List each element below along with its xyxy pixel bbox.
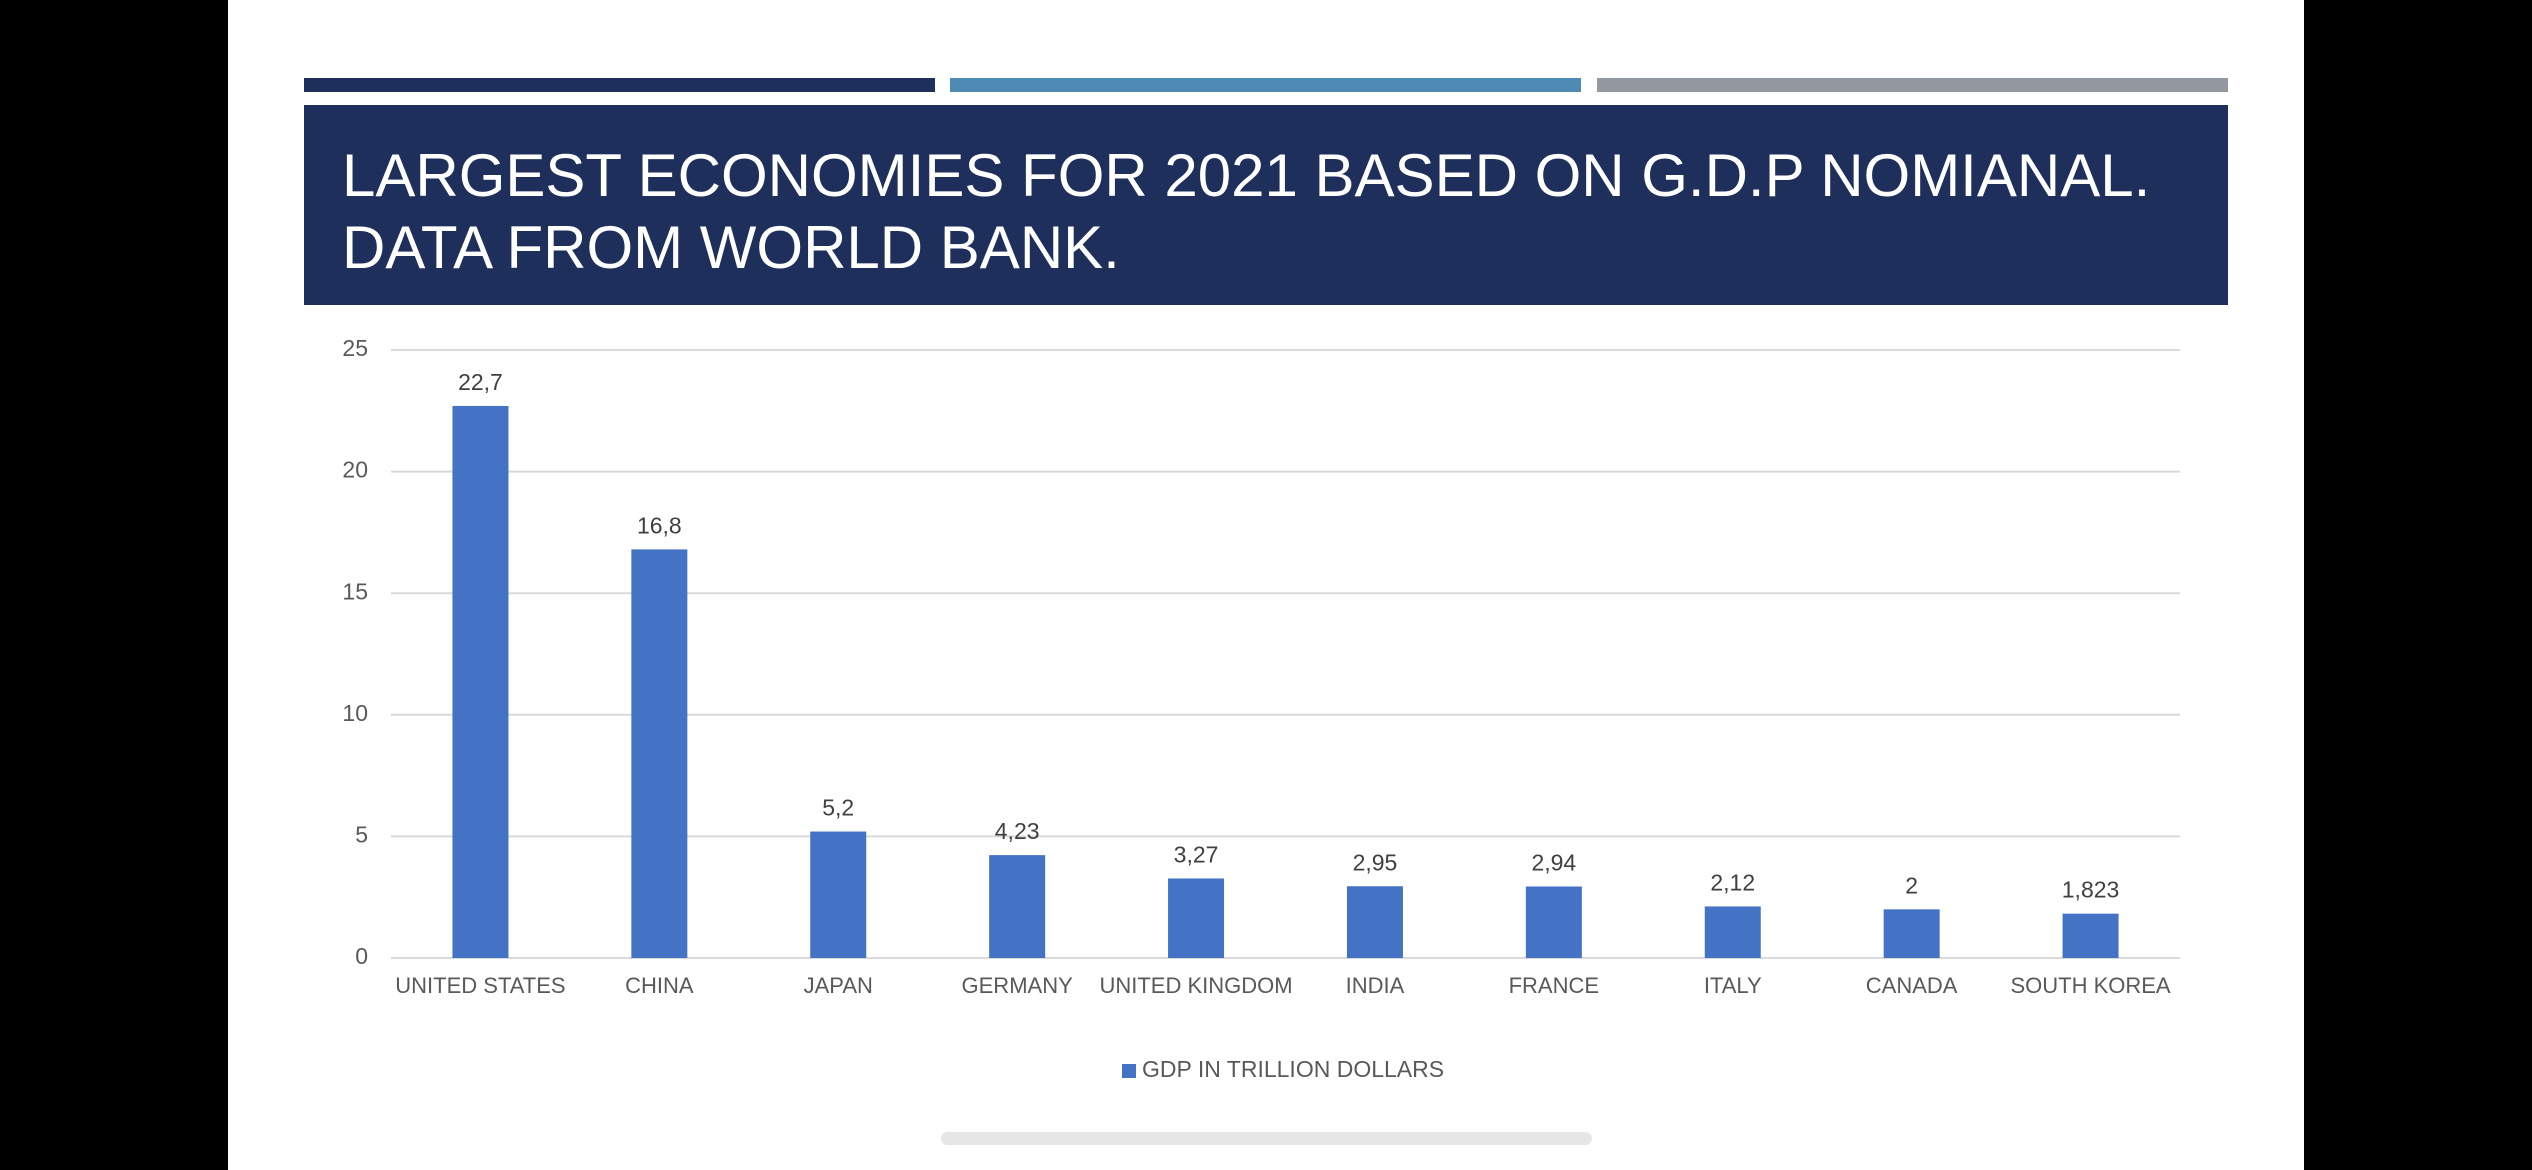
x-tick-label: UNITED STATES: [395, 973, 566, 998]
value-label: 5,2: [822, 795, 854, 821]
bar: [1346, 886, 1403, 958]
bar: [989, 855, 1046, 958]
bar: [1525, 886, 1582, 958]
value-label: 2,94: [1531, 850, 1576, 876]
y-tick-label: 5: [355, 821, 368, 847]
value-label: 2,95: [1353, 849, 1398, 875]
accent-stripe: [1597, 78, 2228, 92]
bar: [810, 831, 867, 958]
legend-swatch: [1122, 1064, 1136, 1078]
bar: [1168, 878, 1225, 958]
value-label: 16,8: [637, 513, 682, 539]
chart-title: DATA FROM WORLD BANK.: [342, 214, 1120, 281]
bar: [452, 405, 509, 958]
chart-title: LARGEST ECONOMIES FOR 2021 BASED ON G.D.…: [342, 142, 2151, 209]
x-tick-label: INDIA: [1345, 973, 1405, 998]
bar: [631, 549, 688, 958]
title-box: LARGEST ECONOMIES FOR 2021 BASED ON G.D.…: [304, 105, 2228, 305]
accent-stripe: [304, 78, 935, 92]
y-tick-label: 0: [355, 943, 368, 969]
bar: [1704, 906, 1761, 958]
x-tick-label: JAPAN: [803, 973, 873, 998]
accent-stripe: [950, 78, 1581, 92]
bar: [2062, 913, 2119, 958]
value-label: 2,12: [1710, 870, 1755, 896]
x-tick-label: FRANCE: [1508, 973, 1600, 998]
x-tick-label: CHINA: [625, 973, 694, 998]
x-tick-label: GERMANY: [961, 973, 1073, 998]
legend-label: GDP IN TRILLION DOLLARS: [1142, 1056, 1444, 1082]
x-tick-label: SOUTH KOREA: [2010, 973, 2171, 998]
scrollbar[interactable]: [941, 1132, 1592, 1145]
value-label: 22,7: [458, 369, 503, 395]
y-tick-label: 10: [342, 700, 368, 726]
y-tick-label: 25: [342, 335, 368, 361]
x-tick-label: ITALY: [1703, 973, 1762, 998]
x-tick-label: CANADA: [1865, 973, 1958, 998]
value-label: 1,823: [2062, 877, 2120, 903]
bar: [1883, 909, 1940, 958]
x-tick-label: UNITED KINGDOM: [1099, 973, 1293, 998]
y-tick-label: 15: [342, 578, 368, 604]
value-label: 2: [1905, 872, 1918, 898]
value-label: 4,23: [995, 818, 1040, 844]
y-tick-label: 20: [342, 457, 368, 483]
value-label: 3,27: [1174, 842, 1219, 868]
